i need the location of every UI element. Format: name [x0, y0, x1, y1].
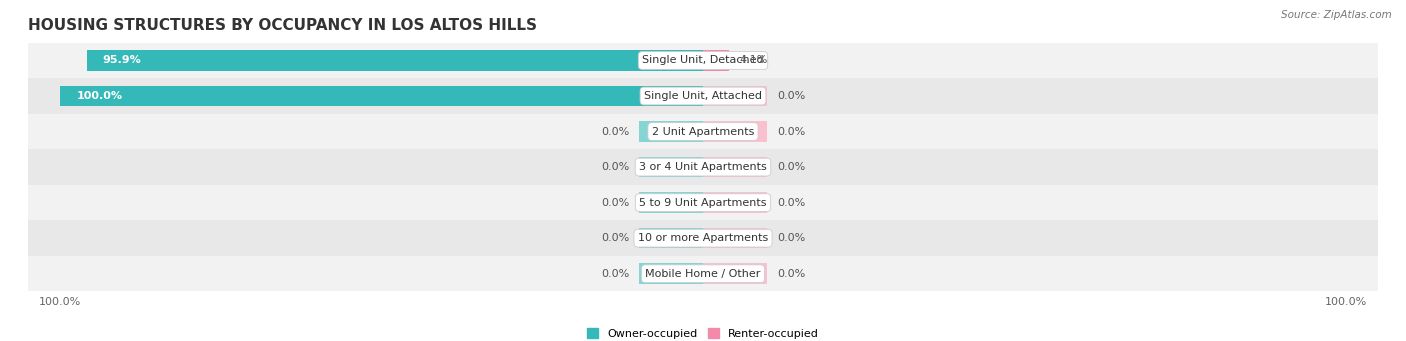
- Bar: [28, 114, 1378, 149]
- Text: 0.0%: 0.0%: [600, 269, 628, 279]
- Text: 5 to 9 Unit Apartments: 5 to 9 Unit Apartments: [640, 198, 766, 208]
- Bar: [703, 228, 768, 249]
- Bar: [703, 86, 768, 106]
- Bar: [638, 263, 703, 284]
- Bar: [28, 220, 1378, 256]
- Text: HOUSING STRUCTURES BY OCCUPANCY IN LOS ALTOS HILLS: HOUSING STRUCTURES BY OCCUPANCY IN LOS A…: [28, 18, 537, 33]
- Text: 4.1%: 4.1%: [740, 56, 768, 65]
- Text: 0.0%: 0.0%: [600, 162, 628, 172]
- Text: 0.0%: 0.0%: [778, 198, 806, 208]
- Text: 0.0%: 0.0%: [778, 233, 806, 243]
- Bar: [28, 256, 1378, 292]
- Bar: [638, 121, 703, 142]
- Bar: [703, 121, 768, 142]
- Text: 100.0%: 100.0%: [76, 91, 122, 101]
- Bar: [703, 263, 768, 284]
- Bar: [28, 185, 1378, 220]
- Text: Single Unit, Detached: Single Unit, Detached: [643, 56, 763, 65]
- Bar: [638, 157, 703, 177]
- Text: 0.0%: 0.0%: [778, 127, 806, 136]
- Text: 0.0%: 0.0%: [778, 162, 806, 172]
- Bar: [60, 86, 703, 106]
- Bar: [703, 50, 730, 71]
- Text: 0.0%: 0.0%: [778, 269, 806, 279]
- Text: 3 or 4 Unit Apartments: 3 or 4 Unit Apartments: [640, 162, 766, 172]
- Text: Source: ZipAtlas.com: Source: ZipAtlas.com: [1281, 10, 1392, 20]
- Bar: [703, 157, 768, 177]
- Bar: [28, 149, 1378, 185]
- Text: 0.0%: 0.0%: [600, 127, 628, 136]
- Bar: [28, 78, 1378, 114]
- Bar: [87, 50, 703, 71]
- Text: 10 or more Apartments: 10 or more Apartments: [638, 233, 768, 243]
- Text: 95.9%: 95.9%: [103, 56, 142, 65]
- Bar: [638, 192, 703, 213]
- Bar: [638, 228, 703, 249]
- Text: Mobile Home / Other: Mobile Home / Other: [645, 269, 761, 279]
- Bar: [703, 192, 768, 213]
- Text: 0.0%: 0.0%: [600, 198, 628, 208]
- Text: 0.0%: 0.0%: [778, 91, 806, 101]
- Legend: Owner-occupied, Renter-occupied: Owner-occupied, Renter-occupied: [582, 324, 824, 341]
- Text: 2 Unit Apartments: 2 Unit Apartments: [652, 127, 754, 136]
- Text: Single Unit, Attached: Single Unit, Attached: [644, 91, 762, 101]
- Bar: [28, 43, 1378, 78]
- Text: 0.0%: 0.0%: [600, 233, 628, 243]
